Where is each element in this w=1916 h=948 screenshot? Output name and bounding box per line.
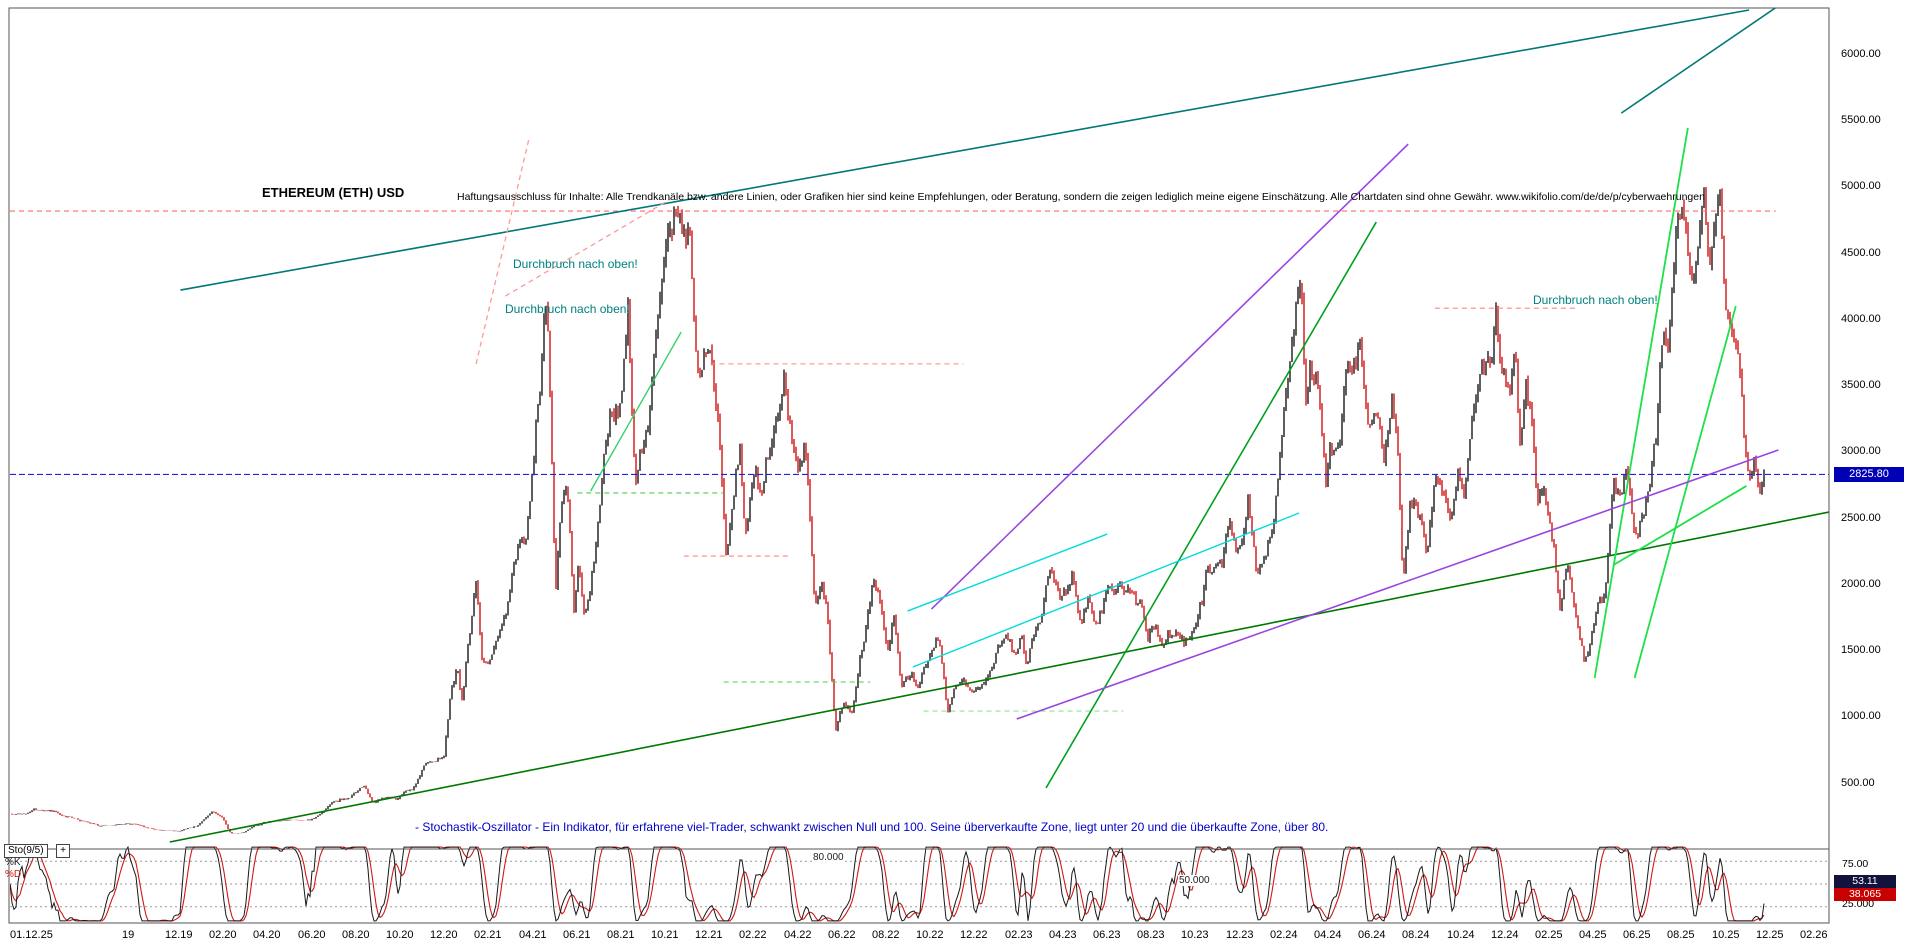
date-axis-label: 12.24	[1491, 929, 1519, 941]
date-axis-label: 06.21	[563, 929, 591, 941]
date-axis-label: 08.24	[1402, 929, 1430, 941]
date-axis-label: 12.23	[1226, 929, 1254, 941]
stoch-d-line	[10, 846, 1765, 922]
date-axis-label: 02.23	[1005, 929, 1033, 941]
date-axis-label: 06.25	[1623, 929, 1651, 941]
date-axis-label: 10.23	[1181, 929, 1209, 941]
date-axis-label: 02.24	[1270, 929, 1298, 941]
price-axis-label: 5000.00	[1841, 180, 1881, 192]
price-axis-label: 4500.00	[1841, 247, 1881, 259]
date-axis-label: 02.26	[1800, 929, 1828, 941]
price-axis-label: 5500.00	[1841, 114, 1881, 126]
pink-dashed-may-rally-line	[475, 136, 530, 365]
date-axis-label: 06.24	[1358, 929, 1386, 941]
date-axis-label: 12.22	[960, 929, 988, 941]
date-axis-label: 02.20	[209, 929, 237, 941]
date-axis-label: 02.25	[1535, 929, 1563, 941]
cyan-minor-lower-line	[912, 512, 1300, 668]
stoch-k-value-badge: 53.11	[1834, 875, 1896, 888]
stoch-level-50-label: 50.000	[1178, 875, 1211, 886]
price-axis-label: 3500.00	[1841, 379, 1881, 391]
main-plot-layer	[10, 8, 1829, 843]
stoch-axis-25-label: 25.000	[1842, 898, 1875, 910]
date-axis-label: 10.21	[651, 929, 679, 941]
price-axis-label: 1000.00	[1841, 710, 1881, 722]
price-axis-label: 1500.00	[1841, 644, 1881, 656]
price-axis-label: 2500.00	[1841, 512, 1881, 524]
stoch-d-label: %D	[5, 869, 22, 880]
chart-title: ETHEREUM (ETH) USD	[262, 185, 405, 200]
price-axis-label: 2000.00	[1841, 578, 1881, 590]
indicator-settings-button[interactable]: Sto(9/5)	[4, 844, 48, 858]
current-price-badge: 2825.80	[1834, 467, 1904, 482]
stoch-k-line	[10, 846, 1765, 922]
oscillator-frame	[8, 848, 1830, 924]
stoch-axis-75-label: 75.00	[1842, 858, 1869, 870]
teal-channel-upper-line	[180, 9, 1750, 291]
date-axis-label: 19	[122, 929, 135, 941]
date-axis-label: 04.20	[253, 929, 281, 941]
stoch-d-value-badge: 38.065	[1834, 888, 1896, 901]
date-axis-label: 12.21	[695, 929, 723, 941]
cyan-minor-upper-line	[907, 533, 1108, 612]
oscillator-layer	[10, 846, 1829, 922]
purple-long-support-line	[1016, 449, 1779, 720]
date-axis-label: 04.21	[519, 929, 547, 941]
teal-top-right-line	[1620, 8, 1777, 114]
disclaimer-text: Haftungsausschluss für Inhalte: Alle Tre…	[457, 191, 1705, 203]
price-axis-label: 3000.00	[1841, 445, 1881, 457]
stochastic-note: - Stochastik-Oszillator - Ein Indikator,…	[415, 820, 1329, 834]
date-axis-label: 08.22	[872, 929, 900, 941]
price-axis-label: 6000.00	[1841, 48, 1881, 60]
date-axis-label: 08.21	[607, 929, 635, 941]
date-axis-label: 04.24	[1314, 929, 1342, 941]
pink-dashed-tops-line	[505, 198, 671, 297]
date-axis-label: 04.23	[1049, 929, 1077, 941]
breakout-annotation: Durchbruch nach oben!	[505, 302, 630, 316]
lime-2025-channel-right-line	[1633, 305, 1737, 679]
price-axis-label: 4000.00	[1841, 313, 1881, 325]
date-axis-label: 02.22	[739, 929, 767, 941]
date-axis-label: 10.25	[1712, 929, 1740, 941]
lime-2025-channel-left-line	[1593, 127, 1689, 679]
date-axis-label: 12.20	[430, 929, 458, 941]
stoch-k-label: %K	[5, 857, 21, 868]
breakout-annotation: Durchbruch nach oben!	[513, 257, 638, 271]
date-axis-label: 08.25	[1667, 929, 1695, 941]
stoch-level-80-label: 80.000	[812, 852, 845, 863]
lime-2021-trendline	[589, 331, 682, 492]
date-axis-label: 06.23	[1093, 929, 1121, 941]
price-axis-label: 500.00	[1841, 777, 1875, 789]
date-axis-label: 08.20	[342, 929, 370, 941]
date-axis-label: 04.22	[784, 929, 812, 941]
lime-2025-minor-line	[1612, 485, 1747, 566]
main-plot-frame	[8, 7, 1830, 850]
green-longterm-support-line	[169, 511, 1829, 843]
date-axis-label: 01.12.25	[10, 929, 53, 941]
indicator-expand-button[interactable]: +	[56, 844, 70, 858]
date-axis-label: 06.20	[298, 929, 326, 941]
green-steep-2023-trendline	[1045, 221, 1377, 789]
date-axis-label: 12.25	[1756, 929, 1784, 941]
date-axis-label: 12.19	[165, 929, 193, 941]
date-axis-label: 06.22	[828, 929, 856, 941]
date-axis-label: 02.21	[474, 929, 502, 941]
purple-steep-channel-line	[930, 143, 1409, 610]
date-axis-label: 10.24	[1447, 929, 1475, 941]
date-axis-label: 08.23	[1137, 929, 1165, 941]
date-axis-label: 10.20	[386, 929, 414, 941]
date-axis-label: 04.25	[1579, 929, 1607, 941]
candlestick-series	[11, 187, 1765, 834]
date-axis-label: 10.22	[916, 929, 944, 941]
breakout-annotation: Durchbruch nach oben!	[1533, 293, 1658, 307]
